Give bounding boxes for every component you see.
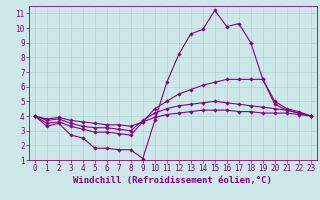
X-axis label: Windchill (Refroidissement éolien,°C): Windchill (Refroidissement éolien,°C)	[73, 176, 272, 185]
